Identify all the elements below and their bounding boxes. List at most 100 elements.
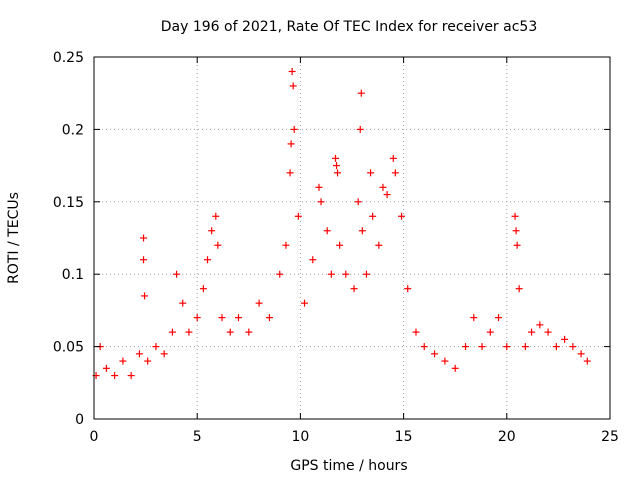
data-point — [578, 350, 585, 357]
data-point — [333, 162, 340, 169]
data-point — [256, 300, 263, 307]
data-point — [309, 256, 316, 263]
data-point — [441, 358, 448, 365]
data-point — [553, 343, 560, 350]
data-point — [452, 365, 459, 372]
data-point — [431, 350, 438, 357]
data-point — [173, 271, 180, 278]
data-point — [412, 329, 419, 336]
data-point — [328, 271, 335, 278]
data-point — [351, 285, 358, 292]
data-point — [291, 126, 298, 133]
y-tick-label: 0.25 — [53, 50, 84, 66]
y-tick-label: 0.05 — [53, 340, 84, 356]
data-point — [141, 292, 148, 299]
data-point — [301, 300, 308, 307]
data-point — [495, 314, 502, 321]
axis-ticks — [94, 57, 610, 419]
data-point — [103, 365, 110, 372]
data-point — [367, 169, 374, 176]
data-point — [204, 256, 211, 263]
data-point — [332, 155, 339, 162]
y-tick-label: 0.2 — [62, 122, 84, 138]
y-tick-label: 0 — [75, 412, 84, 428]
data-point — [384, 191, 391, 198]
data-point — [522, 343, 529, 350]
data-point — [227, 329, 234, 336]
data-point — [194, 314, 201, 321]
y-axis-tick-labels: 0 0.05 0.1 0.15 0.2 0.25 — [53, 50, 84, 428]
data-point — [379, 184, 386, 191]
x-axis-tick-labels: 0 5 10 15 20 25 — [90, 429, 619, 445]
data-point — [363, 271, 370, 278]
x-tick-label: 20 — [498, 429, 516, 445]
data-point — [144, 358, 151, 365]
data-point — [561, 336, 568, 343]
x-axis-title: GPS time / hours — [290, 458, 407, 474]
data-point — [358, 90, 365, 97]
data-point — [536, 321, 543, 328]
data-point — [369, 213, 376, 220]
data-point — [288, 140, 295, 147]
data-point — [479, 343, 486, 350]
x-tick-label: 0 — [90, 429, 99, 445]
data-point — [218, 314, 225, 321]
data-point — [128, 372, 135, 379]
data-point — [179, 300, 186, 307]
data-point — [334, 169, 341, 176]
data-point — [514, 242, 521, 249]
data-point — [266, 314, 273, 321]
data-point — [528, 329, 535, 336]
data-point — [185, 329, 192, 336]
data-point — [355, 198, 362, 205]
data-point — [214, 242, 221, 249]
x-tick-label: 15 — [395, 429, 413, 445]
y-tick-label: 0.15 — [53, 195, 84, 211]
data-point — [487, 329, 494, 336]
data-point — [470, 314, 477, 321]
data-point — [212, 213, 219, 220]
data-point — [289, 68, 296, 75]
data-point — [375, 242, 382, 249]
data-point — [584, 358, 591, 365]
data-point — [513, 227, 520, 234]
data-point — [200, 285, 207, 292]
data-point — [208, 227, 215, 234]
data-points — [93, 68, 591, 379]
data-point — [318, 198, 325, 205]
data-point — [324, 227, 331, 234]
data-point — [290, 82, 297, 89]
x-tick-label: 25 — [601, 429, 619, 445]
data-point — [421, 343, 428, 350]
x-tick-label: 10 — [291, 429, 309, 445]
data-point — [140, 256, 147, 263]
data-point — [315, 184, 322, 191]
data-point — [516, 285, 523, 292]
data-point — [462, 343, 469, 350]
data-point — [161, 350, 168, 357]
data-point — [392, 169, 399, 176]
data-point — [140, 235, 147, 242]
data-point — [111, 372, 118, 379]
data-point — [512, 213, 519, 220]
data-point — [404, 285, 411, 292]
data-point — [287, 169, 294, 176]
data-point — [503, 343, 510, 350]
data-point — [276, 271, 283, 278]
y-tick-label: 0.1 — [62, 267, 84, 283]
data-point — [282, 242, 289, 249]
data-point — [545, 329, 552, 336]
data-point — [136, 350, 143, 357]
data-point — [336, 242, 343, 249]
data-point — [245, 329, 252, 336]
data-point — [342, 271, 349, 278]
grid-lines — [94, 57, 610, 419]
data-point — [359, 227, 366, 234]
data-point — [569, 343, 576, 350]
x-tick-label: 5 — [193, 429, 202, 445]
data-point — [169, 329, 176, 336]
data-point — [390, 155, 397, 162]
data-point — [152, 343, 159, 350]
y-axis-title: ROTI / TECUs — [6, 192, 22, 284]
